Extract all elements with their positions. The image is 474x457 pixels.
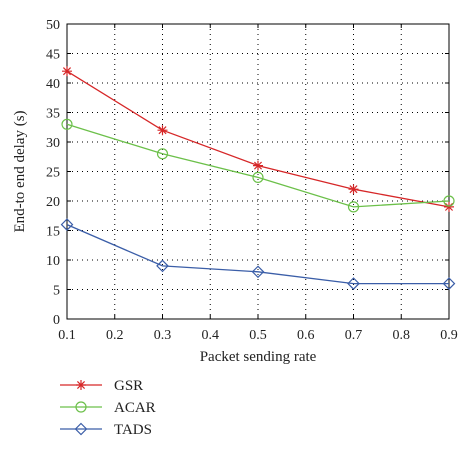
legend-marker-acar <box>75 401 87 413</box>
data-point-acar <box>61 118 73 130</box>
data-point-gsr <box>253 160 263 171</box>
data-point-acar <box>347 201 360 213</box>
y-tick-label: 15 <box>46 225 60 240</box>
x-tick-label: 0.3 <box>154 328 172 343</box>
y-tick-label: 30 <box>46 136 60 151</box>
legend-item-acar: ACAR <box>60 400 156 416</box>
y-axis-label: End-to end delay (s) <box>12 110 28 232</box>
data-point-tads <box>60 218 74 231</box>
data-point-tads <box>251 265 265 279</box>
x-tick-label: 0.9 <box>440 328 458 343</box>
legend: GSR ACAR TADS <box>60 378 156 438</box>
series-layer <box>60 66 456 290</box>
series-line-acar <box>66 123 450 208</box>
data-point-acar <box>156 148 169 160</box>
legend-label-acar: ACAR <box>114 400 156 416</box>
x-axis: 0.1 0.2 0.3 0.4 0.5 0.6 0.7 0.8 0.9 <box>58 24 458 343</box>
y-tick-label: 50 <box>46 18 60 33</box>
x-tick-label: 0.1 <box>58 328 76 343</box>
series-gsr <box>62 66 454 212</box>
data-point-acar <box>252 171 264 183</box>
legend-item-gsr: GSR <box>60 378 143 394</box>
series-tads <box>60 218 456 290</box>
y-tick-label: 35 <box>46 107 60 122</box>
series-line-tads <box>66 224 449 285</box>
data-point-tads <box>156 259 169 273</box>
y-tick-label: 40 <box>46 77 60 92</box>
legend-label-gsr: GSR <box>114 378 143 394</box>
x-tick-label: 0.8 <box>393 328 411 343</box>
legend-item-tads: TADS <box>60 422 152 438</box>
x-tick-label: 0.4 <box>202 328 220 343</box>
data-point-tads <box>442 277 456 290</box>
x-tick-label: 0.6 <box>297 328 315 343</box>
data-point-acar <box>443 195 455 207</box>
data-point-tads <box>347 277 360 290</box>
y-tick-label: 25 <box>46 166 60 181</box>
data-point-gsr <box>157 125 168 136</box>
y-tick-label: 20 <box>46 195 60 210</box>
x-axis-label: Packet sending rate <box>200 349 317 365</box>
data-point-gsr <box>444 201 454 212</box>
data-point-gsr <box>62 66 72 77</box>
data-point-gsr <box>348 184 359 195</box>
x-tick-label: 0.7 <box>345 328 363 343</box>
legend-marker-tads <box>74 422 88 436</box>
legend-marker-gsr <box>76 380 86 390</box>
y-tick-label: 10 <box>46 254 60 269</box>
legend-label-tads: TADS <box>114 422 152 438</box>
x-tick-label: 0.5 <box>249 328 267 343</box>
y-tick-label: 45 <box>46 48 60 63</box>
grid <box>67 24 449 319</box>
series-acar <box>61 118 455 213</box>
y-axis: 0 5 10 15 20 25 30 35 40 45 50 <box>46 18 449 328</box>
y-tick-label: 5 <box>53 284 60 299</box>
y-tick-label: 0 <box>53 313 60 328</box>
x-tick-label: 0.2 <box>106 328 124 343</box>
